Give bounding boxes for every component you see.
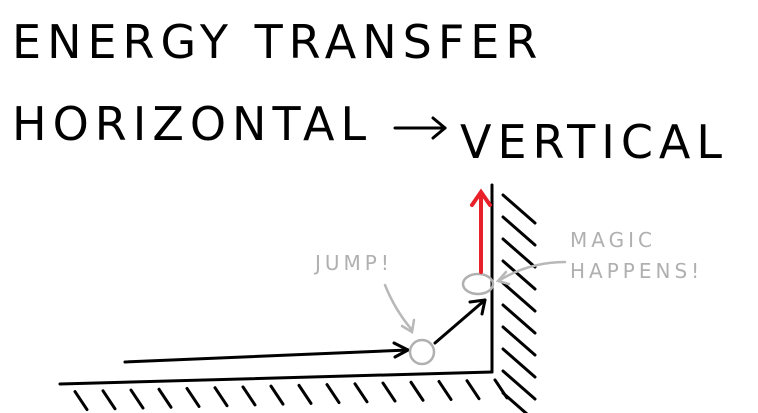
horizontal-arrow: [123, 341, 410, 364]
ground: [58, 183, 537, 413]
jump-leader-head: [400, 318, 416, 335]
hatch: [465, 379, 481, 401]
magic-label-2: HAPPENS!: [570, 259, 703, 283]
hatch: [325, 383, 341, 405]
hatch: [241, 385, 257, 407]
magic-label-1: MAGIC: [570, 228, 656, 252]
hatch: [297, 383, 313, 405]
magic-leader-head: [495, 270, 511, 286]
title-arrow: [393, 116, 447, 140]
magic-leader: [498, 260, 567, 282]
hatch: [409, 380, 425, 402]
vertical-arrow: [470, 188, 492, 274]
hatch: [501, 369, 537, 401]
hatch: [73, 390, 89, 412]
jump-label: JUMP!: [313, 251, 393, 275]
hatch: [381, 381, 397, 403]
hatch: [501, 303, 537, 335]
title: ENERGY TRANSFER: [12, 15, 543, 69]
from-label: HORIZONTAL: [12, 97, 372, 151]
diagonal-arrow: [433, 298, 487, 345]
hatch: [501, 237, 537, 269]
ball-wall: [461, 272, 495, 296]
hatch: [353, 382, 369, 404]
hatch: [501, 325, 537, 357]
hatch: [437, 379, 453, 401]
to-label: VERTICAL: [460, 115, 728, 169]
hatch: [129, 388, 145, 410]
hatch: [213, 386, 229, 408]
hatch: [101, 389, 117, 411]
hatch: [185, 386, 201, 408]
hatch: [501, 193, 537, 225]
hatch: [501, 281, 537, 313]
hatch: [501, 391, 529, 413]
hatch: [157, 387, 173, 409]
hatch: [501, 215, 537, 247]
ball-jump: [408, 338, 436, 366]
hatch: [501, 347, 537, 379]
hatch: [269, 384, 285, 406]
hatch: [501, 259, 537, 291]
jump-leader: [383, 283, 414, 332]
